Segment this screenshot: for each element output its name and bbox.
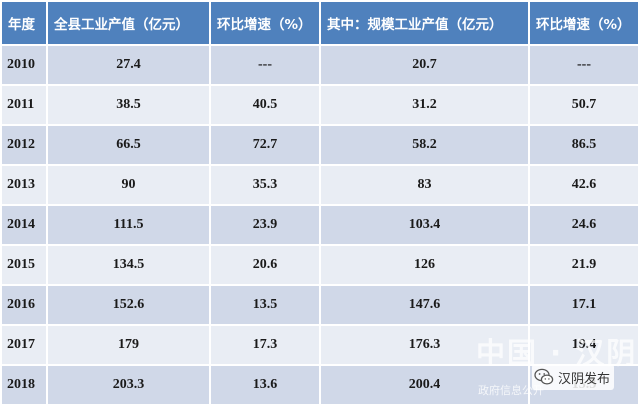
table-header-row: 年度 全县工业产值（亿元） 环比增速（%） 其中：规模工业产值（亿元） 环比增速… <box>0 0 638 46</box>
header-total-growth: 环比增速（%） <box>209 0 321 46</box>
cell-total-growth: 13.6 <box>209 364 321 406</box>
cell-total-output: 90 <box>46 164 211 206</box>
cell-total-growth: 20.6 <box>209 244 321 286</box>
cell-scale-growth: 19.4 <box>528 324 638 366</box>
cell-scale-growth: 17.1 <box>528 284 638 326</box>
cell-total-growth: 40.5 <box>209 84 321 126</box>
cell-total-growth: --- <box>209 44 321 86</box>
cell-total-output: 203.3 <box>46 364 211 406</box>
header-scale-growth: 环比增速（%） <box>528 0 638 46</box>
cell-scale-output: 103.4 <box>319 204 530 246</box>
table-row: 2010 27.4 --- 20.7 --- <box>0 44 638 86</box>
cell-year: 2010 <box>0 44 48 86</box>
cell-year: 2016 <box>0 284 48 326</box>
header-year: 年度 <box>0 0 48 46</box>
cell-year: 2017 <box>0 324 48 366</box>
cell-total-growth: 23.9 <box>209 204 321 246</box>
table-body: 2010 27.4 --- 20.7 --- 2011 38.5 40.5 31.2 50.7 20… <box>0 44 638 406</box>
cell-scale-output: 147.6 <box>319 284 530 326</box>
cell-scale-output: 83 <box>319 164 530 206</box>
cell-scale-growth: 50.7 <box>528 84 638 126</box>
table-row: 2017 179 17.3 176.3 19.4 <box>0 324 638 366</box>
cell-scale-output: 20.7 <box>319 44 530 86</box>
cell-scale-growth: 15.3 <box>528 364 638 406</box>
cell-year: 2012 <box>0 124 48 166</box>
cell-scale-growth: 24.6 <box>528 204 638 246</box>
cell-scale-growth: 42.6 <box>528 164 638 206</box>
cell-total-output: 134.5 <box>46 244 211 286</box>
table-row: 2015 134.5 20.6 126 21.9 <box>0 244 638 286</box>
cell-scale-growth: --- <box>528 44 638 86</box>
cell-total-output: 66.5 <box>46 124 211 166</box>
cell-total-growth: 35.3 <box>209 164 321 206</box>
cell-total-output: 27.4 <box>46 44 211 86</box>
cell-year: 2011 <box>0 84 48 126</box>
cell-scale-output: 176.3 <box>319 324 530 366</box>
table-row: 2011 38.5 40.5 31.2 50.7 <box>0 84 638 126</box>
cell-year: 2014 <box>0 204 48 246</box>
cell-total-output: 111.5 <box>46 204 211 246</box>
header-scale-output: 其中：规模工业产值（亿元） <box>319 0 530 46</box>
cell-total-output: 152.6 <box>46 284 211 326</box>
cell-total-growth: 72.7 <box>209 124 321 166</box>
table-row: 2014 111.5 23.9 103.4 24.6 <box>0 204 638 246</box>
cell-total-output: 179 <box>46 324 211 366</box>
cell-year: 2013 <box>0 164 48 206</box>
cell-scale-growth: 86.5 <box>528 124 638 166</box>
cell-scale-growth: 21.9 <box>528 244 638 286</box>
table-row: 2012 66.5 72.7 58.2 86.5 <box>0 124 638 166</box>
header-total-output: 全县工业产值（亿元） <box>46 0 211 46</box>
cell-scale-output: 58.2 <box>319 124 530 166</box>
table-row: 2016 152.6 13.5 147.6 17.1 <box>0 284 638 326</box>
cell-total-growth: 13.5 <box>209 284 321 326</box>
table-row: 2013 90 35.3 83 42.6 <box>0 164 638 206</box>
cell-year: 2018 <box>0 364 48 406</box>
cell-year: 2015 <box>0 244 48 286</box>
cell-total-growth: 17.3 <box>209 324 321 366</box>
cell-scale-output: 31.2 <box>319 84 530 126</box>
cell-scale-output: 200.4 <box>319 364 530 406</box>
cell-total-output: 38.5 <box>46 84 211 126</box>
cell-scale-output: 126 <box>319 244 530 286</box>
table-row: 2018 203.3 13.6 200.4 15.3 <box>0 364 638 406</box>
